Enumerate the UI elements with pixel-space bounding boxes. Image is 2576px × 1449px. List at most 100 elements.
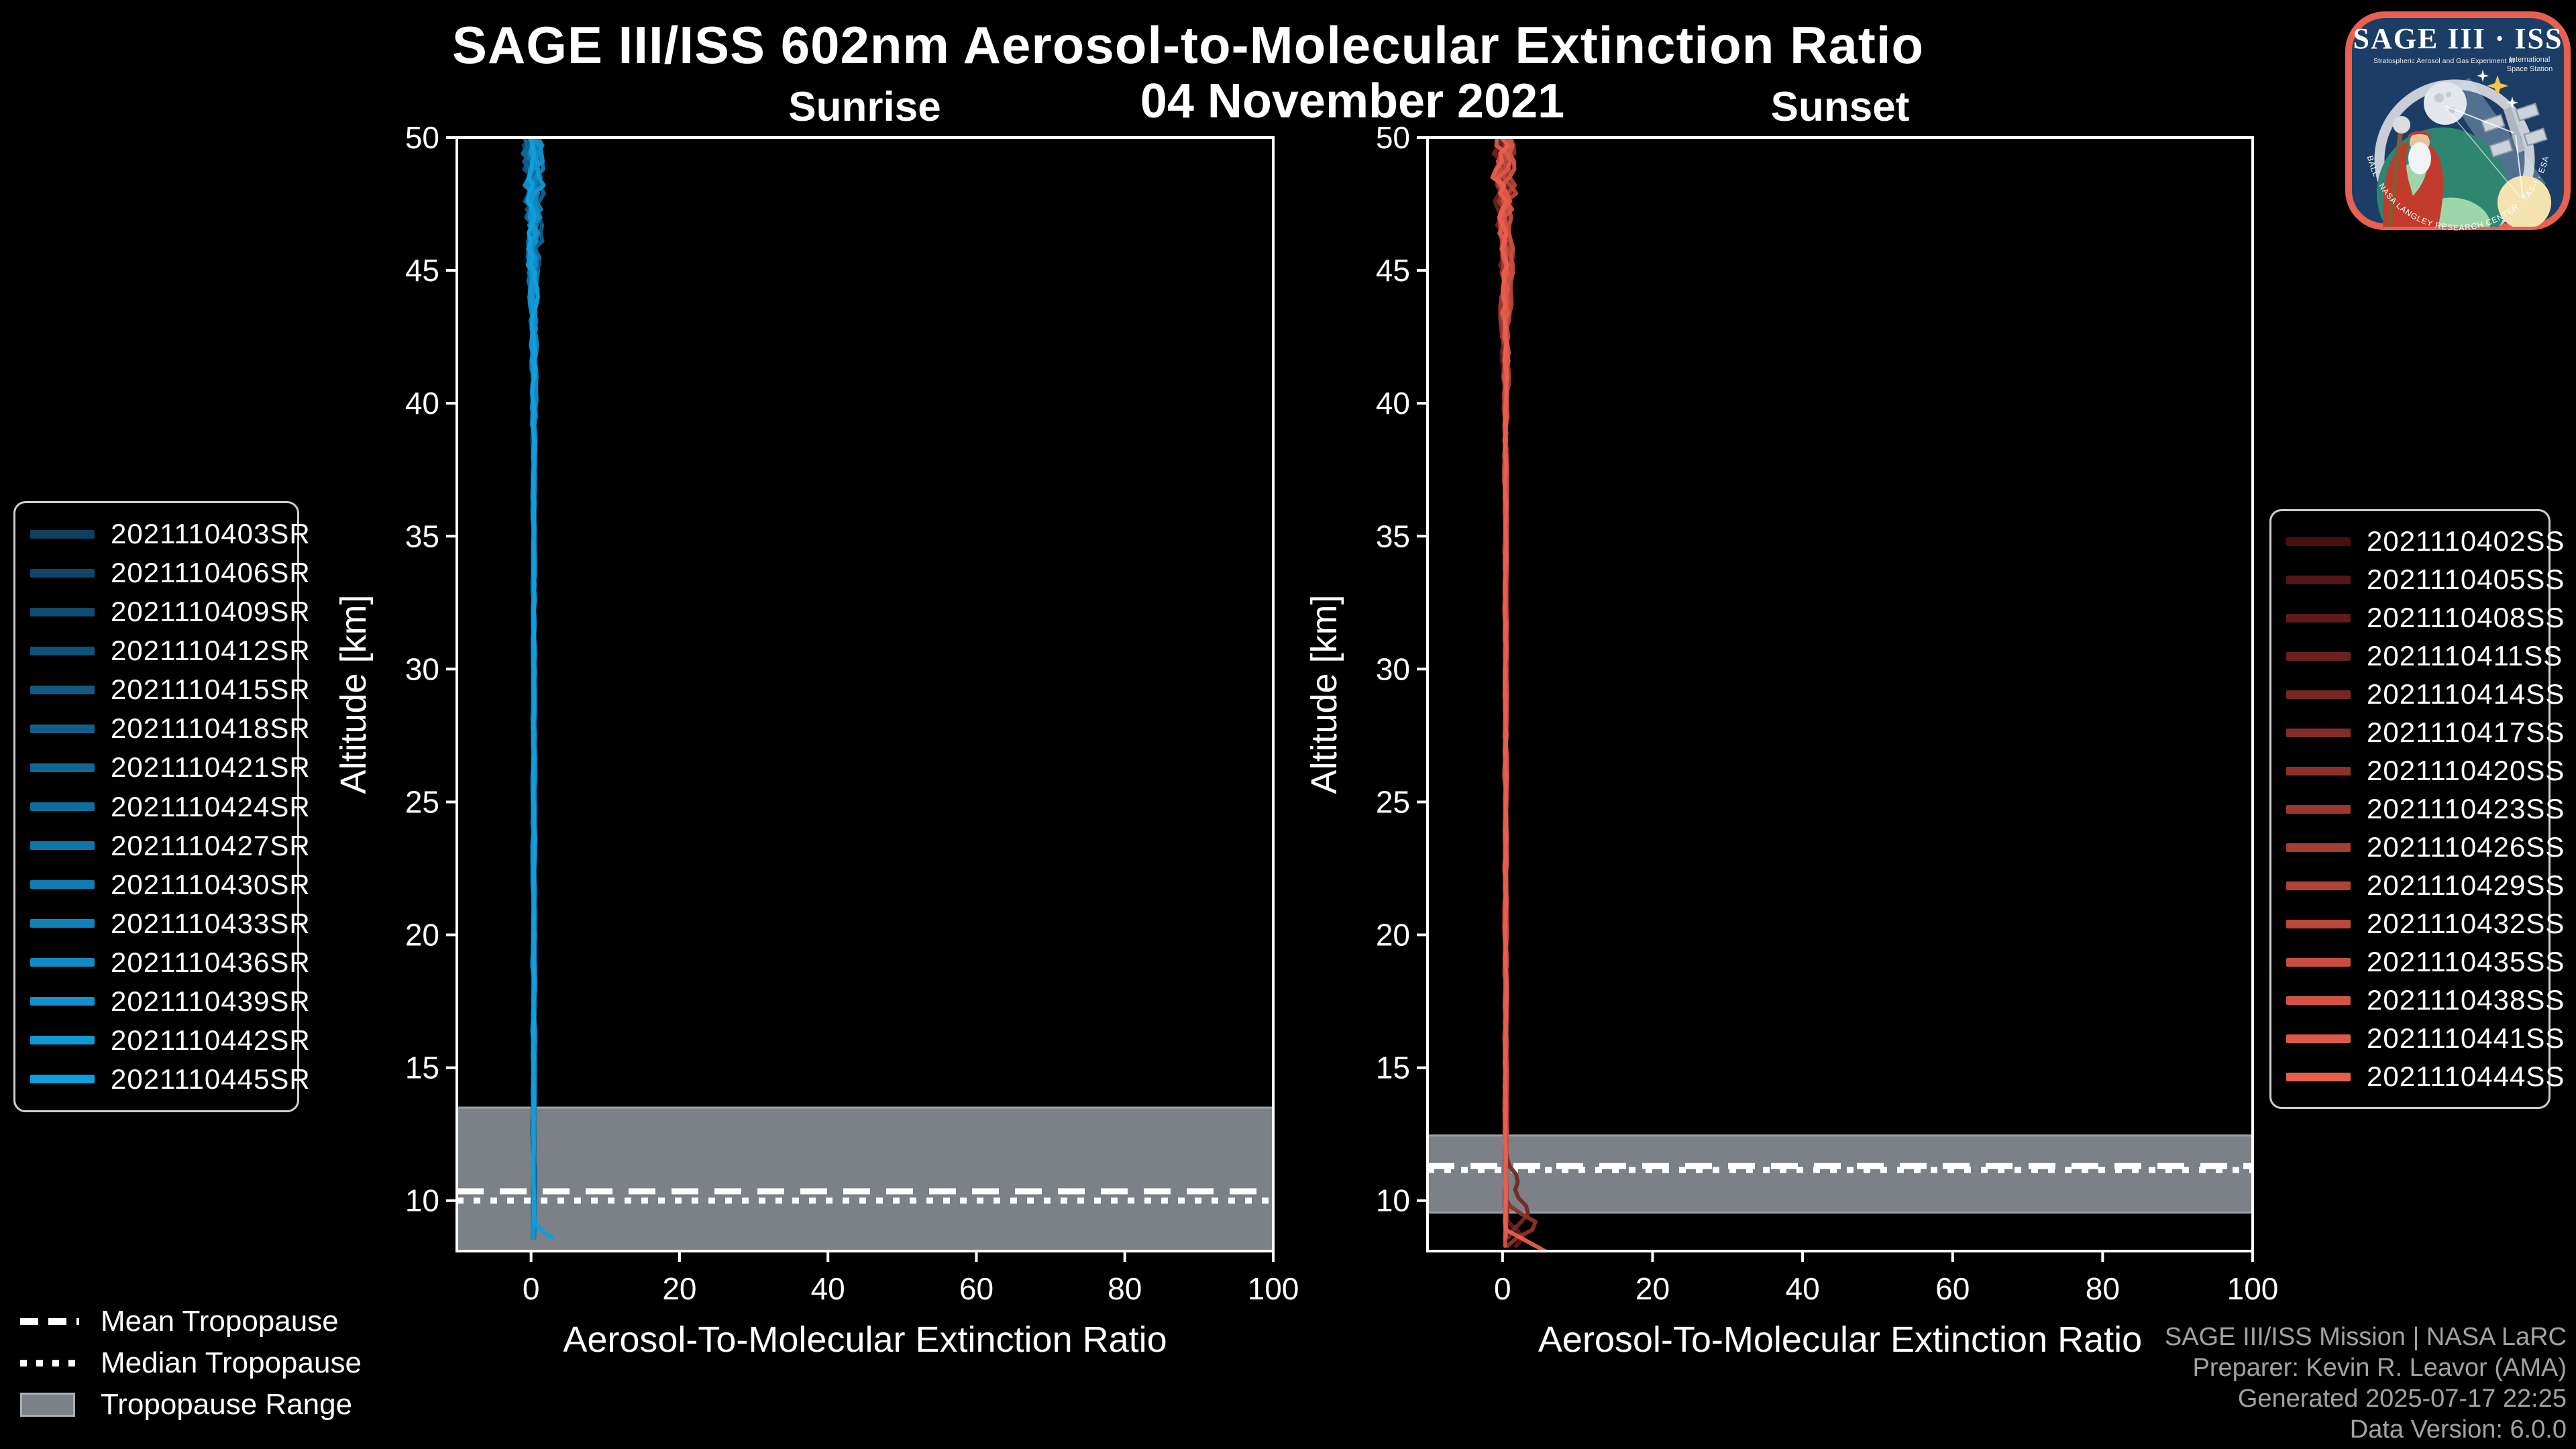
plot-frame — [455, 136, 1275, 1252]
legend-line-swatch — [2286, 843, 2351, 852]
y-tick-label: 10 — [1376, 1183, 1410, 1218]
legend-line-swatch — [30, 763, 95, 772]
attribution-mission: SAGE III/ISS Mission | NASA LaRC — [2164, 1323, 2567, 1351]
legend-label: 2021110442SR — [111, 1024, 311, 1056]
legend-item-2021110411SS: 2021110411SS — [2286, 640, 2562, 672]
sage-iii-iss-mission-patch: SAGE III · ISS Stratospheric Aerosol and… — [2345, 11, 2571, 231]
legend-item-2021110444SS: 2021110444SS — [2286, 1061, 2564, 1093]
legend-label: 2021110402SS — [2367, 525, 2565, 557]
legend-label: 2021110415SR — [111, 674, 311, 706]
attribution-generated: Generated 2025-07-17 22:25 — [2237, 1385, 2567, 1413]
legend-line-swatch — [30, 607, 95, 616]
legend-label: 2021110426SS — [2367, 831, 2565, 863]
legend-line-swatch — [30, 958, 95, 967]
legend-item-2021110442SR: 2021110442SR — [30, 1024, 310, 1057]
y-tick-label: 30 — [405, 651, 439, 686]
profiles — [1490, 138, 1550, 1251]
legend-label: 2021110403SR — [111, 518, 311, 550]
legend-label: 2021110423SS — [2367, 793, 2565, 824]
y-tick-label: 45 — [405, 253, 439, 288]
date-subtitle: 04 November 2021 — [1140, 74, 1565, 128]
legend-label: 2021110435SS — [2367, 946, 2565, 977]
legend-line-swatch — [2286, 766, 2351, 775]
legend-label: 2021110433SR — [111, 907, 311, 939]
tropopause-range-band — [455, 1106, 1275, 1252]
father-time-figure — [2382, 116, 2444, 227]
y-tick-label: 35 — [1376, 519, 1410, 553]
sunrise-plot: 0 20 40 60 80 100 10 15 20 25 30 35 40 45 50 Aerosol-To… — [333, 120, 1299, 1360]
legend-line-swatch — [30, 1075, 95, 1084]
y-axis-label: Altitude [km] — [1304, 594, 1344, 794]
x-tick-label: 20 — [1635, 1271, 1670, 1306]
range-box-swatch — [20, 1393, 75, 1417]
legend-line-swatch — [2286, 575, 2351, 584]
median-tropopause-legend-item: Median Tropopause — [20, 1346, 362, 1379]
legend-item-2021110445SR: 2021110445SR — [30, 1063, 310, 1095]
legend-label: 2021110424SR — [111, 790, 311, 822]
legend-line-swatch — [2286, 651, 2351, 661]
legend-line-swatch — [30, 1036, 95, 1045]
legend-label: 2021110445SR — [111, 1063, 311, 1095]
legend-item-2021110429SS: 2021110429SS — [2286, 869, 2564, 902]
legend-line-swatch — [30, 919, 95, 928]
legend-label: 2021110409SR — [111, 596, 311, 628]
y-tick-label: 20 — [405, 918, 439, 953]
legend-line-swatch — [30, 724, 95, 733]
legend-item-2021110409SR: 2021110409SR — [30, 596, 310, 628]
legend-item-2021110421SR: 2021110421SR — [30, 751, 310, 784]
legend-label: 2021110436SR — [111, 946, 311, 978]
legend-line-swatch — [2286, 957, 2351, 967]
legend-label: 2021110427SR — [111, 829, 311, 861]
x-tick-label: 80 — [2086, 1271, 2120, 1306]
legend-item-2021110435SS: 2021110435SS — [2286, 946, 2564, 978]
x-tick-label: 100 — [2227, 1271, 2279, 1306]
y-tick-label: 10 — [405, 1183, 439, 1218]
profile-2021110420SS — [1495, 138, 1538, 1248]
legend-line-swatch — [2286, 804, 2351, 814]
legend-line-swatch — [2286, 728, 2351, 737]
attribution-preparer: Preparer: Kevin R. Leavor (AMA) — [2192, 1354, 2567, 1382]
legend-label: 2021110414SS — [2367, 678, 2565, 710]
legend-item-2021110427SR: 2021110427SR — [30, 830, 310, 862]
sunset-plot: 0 20 40 60 80 100 10 15 20 25 30 35 40 45 50 Aerosol-To… — [1304, 120, 2278, 1360]
legend-line-swatch — [2286, 613, 2351, 623]
legend-line-swatch — [30, 529, 95, 539]
legend-item-2021110414SS: 2021110414SS — [2286, 678, 2564, 710]
legend-label: 2021110417SS — [2367, 716, 2565, 748]
legend-line-swatch — [30, 841, 95, 851]
x-tick-label: 40 — [811, 1271, 845, 1306]
legend-label: 2021110418SR — [111, 712, 311, 745]
legend-label: 2021110430SR — [111, 868, 311, 900]
legend-line-swatch — [30, 646, 95, 655]
y-tick-label: 30 — [1376, 651, 1410, 686]
y-tick-label: 25 — [405, 784, 439, 819]
profile-2021110445SR — [525, 138, 555, 1240]
legend-item-2021110415SR: 2021110415SR — [30, 674, 310, 706]
y-tick-label: 40 — [405, 386, 439, 421]
legend-label: 2021110439SR — [111, 985, 311, 1017]
legend-item-2021110430SR: 2021110430SR — [30, 869, 310, 901]
y-tick-label: 15 — [405, 1051, 439, 1085]
mean-tropopause-label: Mean Tropopause — [101, 1305, 339, 1338]
plot-frame — [1426, 136, 2254, 1252]
legend-item-2021110406SR: 2021110406SR — [30, 557, 310, 589]
legend-item-2021110418SR: 2021110418SR — [30, 712, 310, 745]
legend-line-swatch — [2286, 1034, 2351, 1043]
legend-item-2021110402SS: 2021110402SS — [2286, 525, 2564, 557]
legend-line-swatch — [30, 568, 95, 578]
x-axis-label: Aerosol-To-Molecular Extinction Ratio — [1538, 1320, 2142, 1360]
sunset-panel-title: Sunset — [1770, 84, 1910, 130]
y-tick-label: 20 — [1376, 918, 1410, 953]
legend-item-2021110423SS: 2021110423SS — [2286, 793, 2564, 825]
y-tick-label: 25 — [1376, 784, 1410, 819]
sunrise-legend: 2021110403SR 2021110406SR 2021110409SR 2021… — [13, 501, 310, 1112]
iss-icon — [2481, 103, 2548, 158]
tropopause-range-band — [1426, 1134, 2254, 1214]
x-tick-label: 0 — [1494, 1271, 1511, 1306]
legend-label: 2021110406SR — [111, 557, 311, 589]
sunrise-panel-title: Sunrise — [788, 84, 941, 130]
legend-line-swatch — [30, 880, 95, 890]
legend-line-swatch — [2286, 881, 2351, 890]
